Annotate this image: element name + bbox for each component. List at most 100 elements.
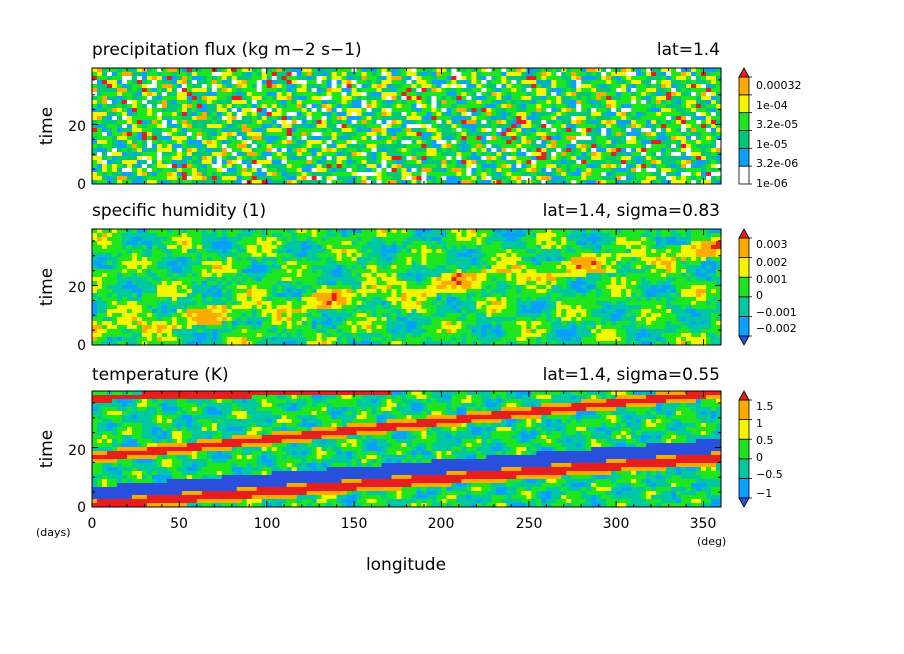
heatmap-cell [486,144,492,149]
heatmap-cell [651,88,657,93]
heatmap-cell [621,160,627,165]
heatmap-cell [136,80,143,85]
heatmap-cell [166,245,173,250]
heatmap-cell [686,68,692,73]
heatmap-cell [311,237,318,242]
heatmap-cell [481,80,487,85]
heatmap-cell [421,253,427,258]
heatmap-cell [296,253,303,258]
heatmap-cell [96,164,103,169]
heatmap-cell [331,265,338,270]
heatmap-cell [351,233,357,238]
heatmap-cell [141,100,148,105]
heatmap-cell [361,152,367,157]
heatmap-cell [101,112,108,117]
heatmap-cell [556,144,562,149]
heatmap-cell [291,112,298,117]
heatmap-cell [626,104,632,109]
heatmap-cell [706,100,712,105]
heatmap-cell [511,257,517,262]
heatmap-cell [601,241,607,246]
heatmap-cell [666,80,672,85]
heatmap-cell [246,144,253,149]
heatmap-cell [441,76,447,81]
heatmap-cell [326,245,333,250]
heatmap-cell [431,245,437,250]
heatmap-cell [511,180,517,185]
heatmap-cell [276,128,283,133]
heatmap-cell [356,253,362,258]
heatmap-cell [616,88,622,93]
heatmap-cell [116,72,123,77]
heatmap-cell [221,76,228,81]
heatmap-cell [411,265,417,270]
heatmap-cell [146,140,153,145]
heatmap-cell [131,92,138,97]
heatmap-cell [401,168,407,173]
heatmap-cell [551,249,557,254]
heatmap-cell [651,148,657,153]
heatmap-cell [266,84,273,89]
heatmap-cell [676,72,682,77]
heatmap-cell [496,257,502,262]
heatmap-cell [256,245,263,250]
heatmap-cell [681,160,687,165]
heatmap-cell [506,136,512,141]
heatmap-cell [436,68,442,73]
heatmap-cell [626,68,632,73]
heatmap-cell [651,128,657,133]
heatmap-cell [631,120,637,125]
heatmap-cell [691,136,697,141]
heatmap-cell [536,72,542,77]
heatmap-cell [536,108,542,113]
heatmap-cell [311,168,318,173]
heatmap-cell [316,148,323,153]
heatmap-cell [296,168,303,173]
heatmap-cell [156,76,163,81]
heatmap-cell [576,108,582,113]
heatmap-cell [631,237,637,242]
heatmap-cell [186,180,193,185]
heatmap-cell [431,72,437,77]
heatmap-cell [666,156,672,161]
heatmap-cell [431,76,437,81]
heatmap-cell [556,229,562,234]
heatmap-cell [301,84,308,89]
heatmap-cell [201,124,208,129]
heatmap-cell [441,164,447,169]
heatmap-cell [701,128,707,133]
heatmap-cell [111,180,118,185]
heatmap-cell [186,124,193,129]
heatmap-cell [156,253,163,258]
heatmap-cell [621,112,627,117]
heatmap-cell [361,116,367,121]
heatmap-cell [256,253,263,258]
heatmap-cell [446,265,452,270]
heatmap-cell [701,132,707,137]
heatmap-cell [416,249,422,254]
heatmap-cell [246,112,253,117]
heatmap-cell [561,132,567,137]
heatmap-cell [341,88,347,93]
heatmap-cell [386,132,392,137]
heatmap-cell [126,120,133,125]
heatmap-cell [126,84,133,89]
heatmap-cell [521,88,527,93]
heatmap-cell [246,249,253,254]
heatmap-cell [196,241,203,246]
heatmap-cell [596,132,602,137]
heatmap-cell [236,136,243,141]
heatmap-cell [641,176,647,181]
heatmap-cell [321,136,328,141]
heatmap-cell [261,233,268,238]
heatmap-cell [331,160,338,165]
heatmap-cell [221,116,228,121]
heatmap-cell [221,120,228,125]
heatmap-cell [596,168,602,173]
heatmap-cell [371,104,377,109]
heatmap-cell [671,100,677,105]
heatmap-cell [201,180,208,185]
heatmap-cell [206,229,213,234]
heatmap-cell [311,265,318,270]
heatmap-cell [451,112,457,117]
